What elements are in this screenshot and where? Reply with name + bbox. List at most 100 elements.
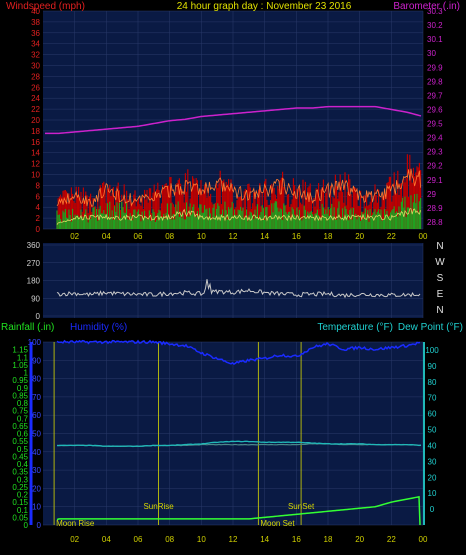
event-label: SunSet	[288, 502, 315, 511]
wind-x-tick-label: 22	[387, 232, 396, 241]
climate-x-tick-label: 02	[70, 535, 79, 544]
temperature-tick-label: 50	[428, 426, 437, 435]
rainfall-tick-label: 0.7	[17, 414, 29, 423]
wind-x-tick-label: 14	[260, 232, 269, 241]
rainfall-tick-label: 0.8	[17, 399, 29, 408]
barometer-tick-label: 30.2	[427, 21, 443, 30]
wind-direction-line	[56, 279, 421, 299]
barometer-line	[45, 105, 422, 135]
temperature-axis-label: Temperature (°F)	[317, 322, 393, 333]
barometer-tick-label: 29.1	[427, 176, 443, 185]
wind-tick-label: 4	[36, 203, 41, 212]
rainfall-tick-label: 0.5	[17, 445, 29, 454]
climate-x-tick-label: 14	[260, 535, 269, 544]
temperature-tick-label: 80	[428, 378, 437, 387]
compass-label: E	[437, 289, 444, 300]
wind-tick-label: 34	[31, 40, 40, 49]
barometer-tick-label: 29.9	[427, 63, 443, 72]
rainfall-axis-label: Rainfall (.in)	[1, 322, 54, 333]
barometer-tick-label: 30.3	[427, 7, 443, 16]
wind-tick-label: 10	[31, 171, 40, 180]
climate-x-tick-label: 12	[229, 535, 238, 544]
temperature-tick-label: 20	[428, 473, 437, 482]
climate-ticks: 00.050.10.150.20.250.30.350.40.450.50.55…	[12, 338, 439, 544]
humidity-line	[56, 339, 421, 366]
rainfall-tick-label: 1.15	[12, 346, 28, 355]
climate-x-tick-label: 18	[324, 535, 333, 544]
humidity-tick-label: 0	[37, 521, 42, 530]
climate-x-tick-label: 06	[134, 535, 143, 544]
direction-tick-label: 90	[31, 294, 40, 303]
rainfall-line	[56, 495, 421, 526]
humidity-tick-label: 70	[32, 393, 41, 402]
direction-tick-label: 270	[27, 259, 41, 268]
barometer-tick-label: 29.7	[427, 91, 443, 100]
compass-label: W	[435, 257, 445, 268]
barometer-tick-label: 29.4	[427, 134, 443, 143]
barometer-tick-label: 29.5	[427, 120, 443, 129]
barometer-tick-label: 28.8	[427, 218, 443, 227]
humidity-tick-label: 10	[32, 503, 41, 512]
rainfall-tick-label: 1	[24, 369, 29, 378]
wind-tick-label: 16	[31, 138, 40, 147]
event-label: SunRise	[143, 502, 174, 511]
barometer-tick-label: 30	[427, 49, 436, 58]
wind-x-tick-label: 12	[229, 232, 238, 241]
wind-x-tick-label: 18	[324, 232, 333, 241]
wind-tick-label: 20	[31, 116, 40, 125]
humidity-tick-label: 50	[32, 430, 41, 439]
wind-tick-label: 24	[31, 94, 40, 103]
temperature-tick-label: 60	[428, 410, 437, 419]
humidity-tick-label: 40	[32, 448, 41, 457]
compass-label: N	[436, 305, 443, 316]
rainfall-tick-label: 0	[24, 521, 29, 530]
rainfall-tick-label: 0.1	[17, 506, 29, 515]
temperature-tick-label: 0	[430, 505, 435, 514]
direction-grid	[43, 243, 424, 318]
event-label: Moon Rise	[56, 519, 95, 528]
wind-tick-label: 12	[31, 160, 40, 169]
barometer-tick-label: 29	[427, 190, 436, 199]
wind-x-tick-label: 16	[292, 232, 301, 241]
temperature-tick-label: 30	[428, 457, 437, 466]
compass-label: N	[436, 241, 443, 252]
direction-tick-label: 180	[27, 277, 41, 286]
climate-x-tick-label: 22	[387, 535, 396, 544]
wind-x-tick-label: 08	[165, 232, 174, 241]
rainfall-tick-label: 0.05	[12, 513, 28, 522]
rainfall-tick-label: 0.9	[17, 384, 29, 393]
humidity-tick-label: 20	[32, 484, 41, 493]
barometer-tick-label: 29.8	[427, 77, 443, 86]
rainfall-tick-label: 1.1	[17, 353, 29, 362]
humidity-tick-label: 30	[32, 466, 41, 475]
wind-tick-label: 22	[31, 105, 40, 114]
wind-tick-label: 2	[36, 214, 41, 223]
rainfall-tick-label: 0.2	[17, 491, 29, 500]
wind-tick-label: 0	[36, 225, 41, 234]
climate-x-tick-label: 00	[419, 535, 428, 544]
wind-tick-label: 26	[31, 83, 40, 92]
rainfall-tick-label: 0.4	[17, 460, 29, 469]
wind-tick-label: 28	[31, 72, 40, 81]
wind-tick-label: 6	[36, 192, 41, 201]
temperature-tick-label: 40	[428, 441, 437, 450]
barometer-tick-label: 28.9	[427, 204, 443, 213]
rainfall-tick-label: 0.25	[12, 483, 28, 492]
rainfall-tick-label: 0.75	[12, 407, 28, 416]
temperature-tick-label: 70	[428, 394, 437, 403]
direction-series	[56, 279, 421, 299]
wind-x-tick-label: 00	[419, 232, 428, 241]
wind-tick-label: 30	[31, 62, 40, 71]
compass-label: S	[437, 273, 444, 284]
wind-x-tick-label: 10	[197, 232, 206, 241]
climate-x-tick-label: 16	[292, 535, 301, 544]
rainfall-tick-label: 0.3	[17, 475, 29, 484]
rainfall-tick-label: 0.15	[12, 498, 28, 507]
humidity-axis-label: Humidity (%)	[70, 322, 127, 333]
rainfall-tick-label: 0.45	[12, 452, 28, 461]
direction-tick-label: 0	[36, 312, 41, 321]
wind-x-tick-label: 04	[102, 232, 111, 241]
rainfall-tick-label: 0.95	[12, 376, 28, 385]
rainfall-tick-label: 1.05	[12, 361, 28, 370]
